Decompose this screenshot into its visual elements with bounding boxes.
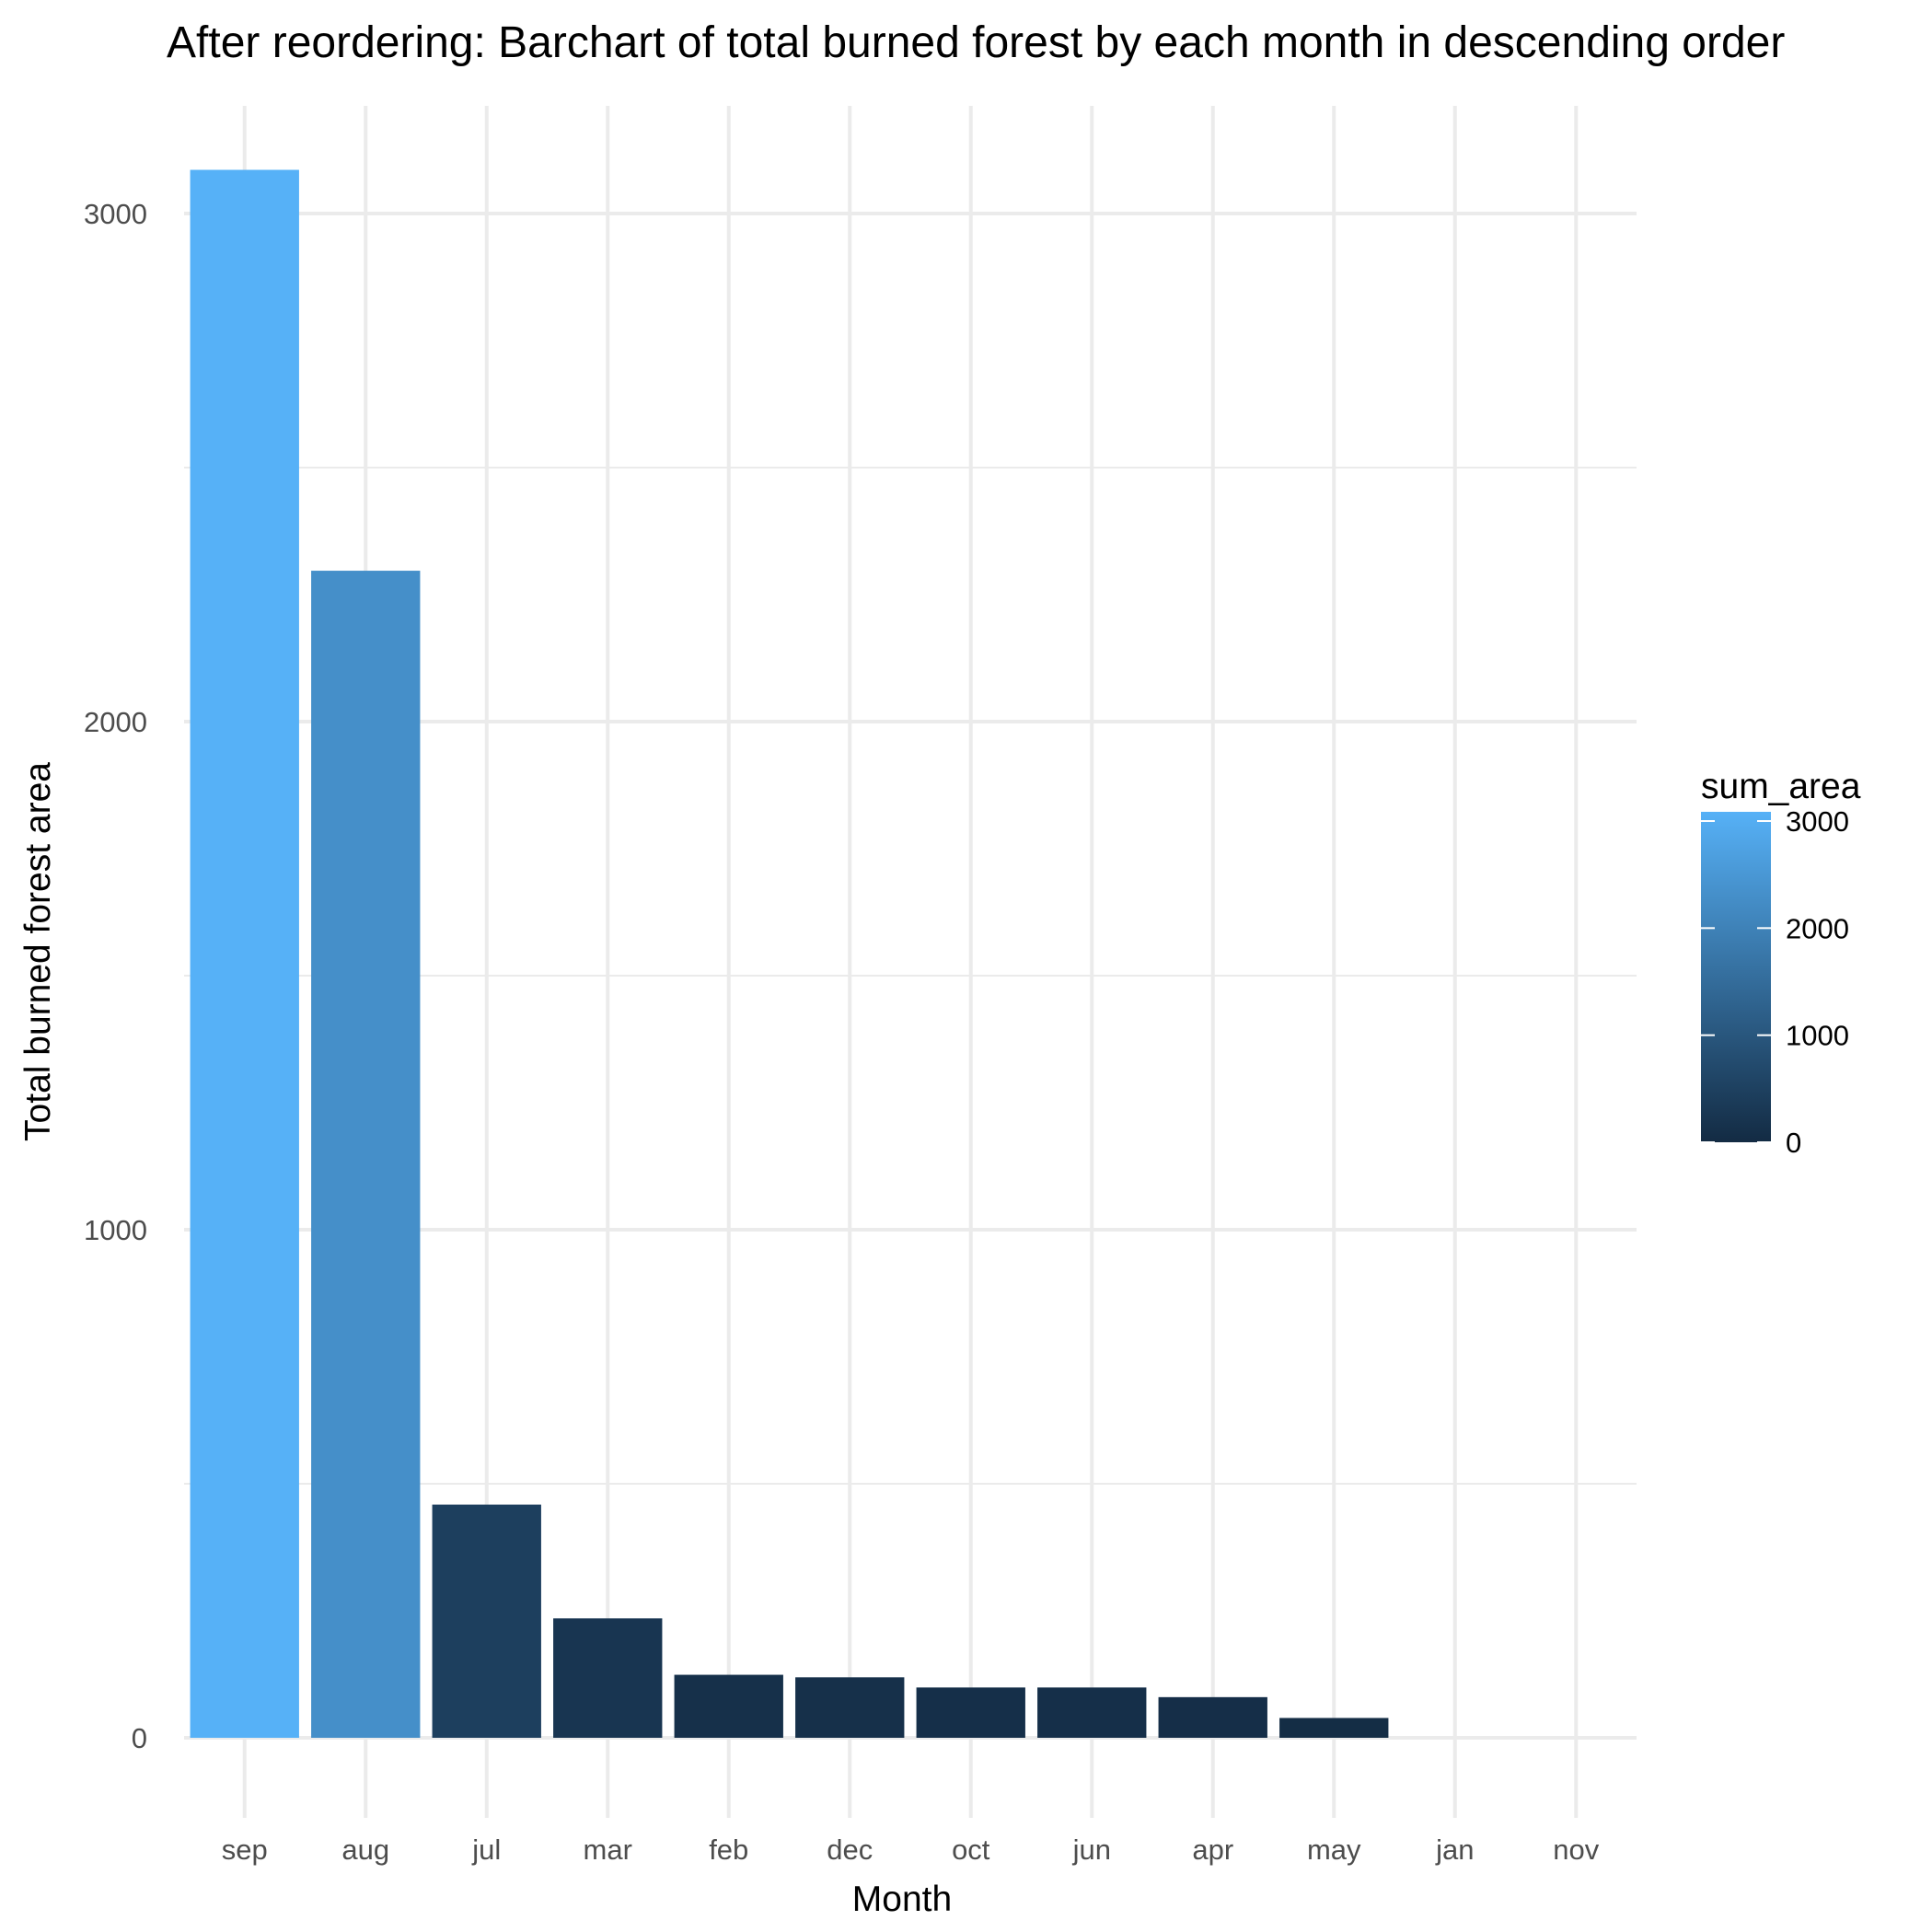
legend-label: 0	[1786, 1127, 1801, 1159]
y-tick-label: 3000	[84, 198, 147, 230]
minor-gridlines	[184, 467, 1637, 1485]
x-tick-label: mar	[584, 1834, 632, 1866]
bar-apr	[1158, 1696, 1267, 1738]
legend-label: 3000	[1786, 805, 1849, 838]
x-tick-label: feb	[709, 1834, 748, 1866]
bar-mar	[553, 1618, 663, 1738]
x-tick-label: sep	[222, 1834, 268, 1866]
x-tick-label: apr	[1192, 1834, 1233, 1866]
bar-aug	[311, 571, 421, 1738]
x-tick-label: oct	[952, 1834, 990, 1866]
y-tick-label: 2000	[84, 706, 147, 738]
bar-jun	[1037, 1687, 1147, 1738]
y-axis-tick-labels: 0 1000 2000 3000	[84, 198, 147, 1754]
legend-title: sum_area	[1701, 767, 1861, 806]
x-tick-label: jan	[1435, 1834, 1474, 1866]
major-gridlines	[184, 106, 1637, 1818]
x-tick-label: dec	[827, 1834, 873, 1866]
bar-may	[1279, 1718, 1389, 1738]
x-tick-label: aug	[341, 1834, 389, 1866]
bar-feb	[674, 1674, 783, 1738]
y-tick-label: 0	[132, 1722, 147, 1754]
color-legend: sum_area 0 1000 2000 3000	[1701, 767, 1861, 1159]
bar-sep	[190, 169, 299, 1739]
y-tick-label: 1000	[84, 1214, 147, 1246]
legend-label: 1000	[1786, 1020, 1849, 1052]
bar-dec	[795, 1677, 905, 1738]
x-axis-tick-labels: sep aug jul mar feb dec oct jun apr may jan nov	[222, 1834, 1600, 1866]
legend-ticks: 0 1000 2000 3000	[1701, 805, 1849, 1159]
bar-oct	[916, 1687, 1025, 1738]
x-axis-title: Month	[852, 1880, 952, 1919]
x-tick-label: jul	[471, 1834, 501, 1866]
x-tick-label: jun	[1072, 1834, 1111, 1866]
bars	[190, 169, 1389, 1739]
chart-title: After reordering: Barchart of total burn…	[167, 18, 1785, 67]
x-tick-label: may	[1307, 1834, 1361, 1866]
y-axis-title: Total burned forest area	[18, 762, 58, 1141]
bar-jul	[432, 1504, 541, 1738]
legend-colorbar	[1701, 812, 1771, 1142]
x-tick-label: nov	[1553, 1834, 1599, 1866]
legend-label: 2000	[1786, 912, 1849, 944]
